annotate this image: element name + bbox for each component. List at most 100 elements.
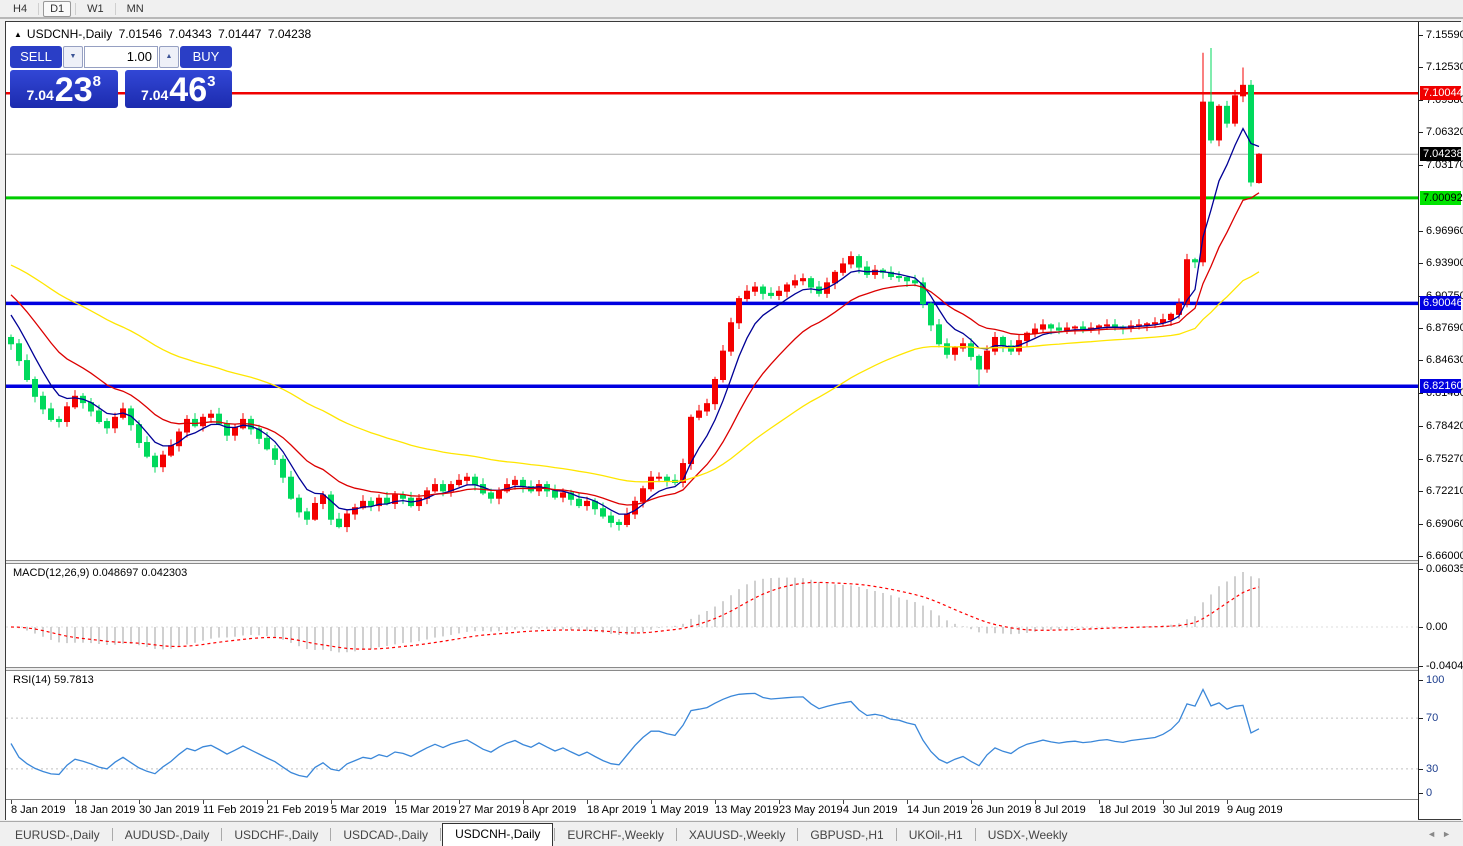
candle xyxy=(864,266,870,275)
chart-tab-usdcad-daily[interactable]: USDCAD-,Daily xyxy=(343,828,429,842)
candle xyxy=(664,476,670,481)
rsi-tick-label: 70 xyxy=(1426,712,1439,725)
rsi-label: RSI(14) 59.7813 xyxy=(13,674,94,686)
candle xyxy=(936,324,942,345)
date-label: 1 May 2019 xyxy=(651,804,709,816)
rsi-line xyxy=(10,688,1260,778)
panel-resize-handle-rsi[interactable] xyxy=(6,667,1460,671)
level-price-badge: 7.00092 xyxy=(1420,190,1463,205)
volume-increase-button[interactable]: ▲ xyxy=(159,46,179,68)
candle xyxy=(832,271,838,284)
date-tick-mark xyxy=(267,800,268,804)
chart-tab-usdx-weekly[interactable]: USDX-,Weekly xyxy=(987,828,1068,842)
candle xyxy=(944,343,950,355)
timeframe-button-d1[interactable]: D1 xyxy=(43,0,72,17)
chart-tab-audusd-daily[interactable]: AUDUSD-,Daily xyxy=(124,828,210,842)
candle xyxy=(912,280,918,284)
candle xyxy=(368,500,374,507)
candle xyxy=(688,416,694,465)
candle xyxy=(520,479,526,488)
axis-tick-mark xyxy=(1419,627,1423,628)
candlestick-chart-canvas[interactable] xyxy=(6,22,1418,560)
candle xyxy=(256,428,262,439)
date-label: 14 Jun 2019 xyxy=(907,804,968,816)
price-tick-label: 7.12530 xyxy=(1426,61,1463,74)
candle xyxy=(312,502,318,520)
candle xyxy=(1072,326,1078,329)
date-label: 8 Jan 2019 xyxy=(11,804,66,816)
date-tick-mark xyxy=(523,800,524,804)
candle xyxy=(768,292,774,296)
one-click-trade-panel: SELL ▼ 1.00 ▲ BUY 7.04 23 8 7.04 46 3 xyxy=(10,46,232,108)
candle xyxy=(792,280,798,286)
sell-button[interactable]: SELL xyxy=(10,46,62,68)
macd-panel[interactable]: MACD(12,26,9) 0.048697 0.042303 xyxy=(6,564,1418,667)
date-tick-mark xyxy=(587,800,588,804)
buy-price-box[interactable]: 7.04 46 3 xyxy=(124,70,232,108)
axis-tick-mark xyxy=(1419,100,1423,102)
candle xyxy=(648,476,654,490)
axis-tick-mark xyxy=(1419,523,1423,525)
chart-tab-usdcnh-daily[interactable]: USDCNH-,Daily xyxy=(442,823,554,846)
date-tick-mark xyxy=(715,800,716,804)
volume-input[interactable]: 1.00 xyxy=(84,46,158,68)
date-label: 15 Mar 2019 xyxy=(395,804,457,816)
panel-resize-handle-macd[interactable] xyxy=(6,560,1460,564)
tab-divider xyxy=(974,828,976,841)
candle xyxy=(32,378,38,397)
timeframe-toolbar: H4 D1 W1 MN xyxy=(0,0,1463,19)
candle xyxy=(1040,324,1046,330)
chart-tab-eurusd-daily[interactable]: EURUSD-,Daily xyxy=(15,828,100,842)
buy-price-big: 46 xyxy=(169,71,208,108)
timeframe-button-mn[interactable]: MN xyxy=(126,2,144,15)
price-tick-label: 6.69060 xyxy=(1426,517,1463,530)
date-tick-mark xyxy=(331,800,332,804)
sell-price-box[interactable]: 7.04 23 8 xyxy=(10,70,118,108)
rsi-panel[interactable]: RSI(14) 59.7813 xyxy=(6,671,1418,799)
candle xyxy=(320,494,326,504)
date-label: 11 Feb 2019 xyxy=(203,804,264,816)
main-chart-panel[interactable]: ▲ USDCNH-,Daily 7.01546 7.04343 7.01447 7… xyxy=(6,22,1418,560)
candle xyxy=(344,513,350,528)
macd-chart-canvas[interactable] xyxy=(6,564,1418,667)
candle xyxy=(808,278,814,288)
price-axis[interactable]: 7.155907.125307.093807.063207.031706.969… xyxy=(1418,22,1463,819)
candle xyxy=(16,343,22,362)
chart-tab-usdchf-daily[interactable]: USDCHF-,Daily xyxy=(234,828,319,842)
axis-tick-mark xyxy=(1419,230,1423,232)
rsi-chart-canvas[interactable] xyxy=(6,671,1418,799)
ohlc-low: 7.01447 xyxy=(218,27,262,41)
candle xyxy=(272,448,278,460)
axis-tick-mark xyxy=(1419,165,1423,167)
candle xyxy=(304,511,310,520)
macd-label: MACD(12,26,9) 0.048697 0.042303 xyxy=(13,567,188,579)
candle xyxy=(1240,84,1246,97)
candle xyxy=(24,360,30,380)
price-tick-label: 6.96960 xyxy=(1426,224,1463,237)
chart-tab-eurchf-weekly[interactable]: EURCHF-,Weekly xyxy=(567,828,664,842)
date-label: 4 Jun 2019 xyxy=(843,804,898,816)
tab-scroll-arrows[interactable]: ◄► xyxy=(1427,829,1457,839)
chart-tab-gbpusd-h1[interactable]: GBPUSD-,H1 xyxy=(810,828,884,842)
date-axis[interactable]: 8 Jan 2019 18 Jan 2019 30 Jan 2019 11 Feb 2… xyxy=(6,799,1418,820)
candle xyxy=(416,497,422,507)
candle xyxy=(336,518,342,528)
date-label: 8 Apr 2019 xyxy=(523,804,577,816)
tab-divider xyxy=(221,828,223,841)
candle xyxy=(840,263,846,273)
candle xyxy=(584,500,590,507)
sell-price-big: 23 xyxy=(54,71,93,108)
volume-decrease-button[interactable]: ▼ xyxy=(63,46,83,68)
chart-tab-xauusd-weekly[interactable]: XAUUSD-,Weekly xyxy=(688,828,786,842)
candle xyxy=(888,271,894,278)
timeframe-button-w1[interactable]: W1 xyxy=(87,2,104,15)
axis-tick-mark xyxy=(1419,665,1423,667)
candle xyxy=(160,454,166,468)
chart-symbol-label: USDCNH-,Daily xyxy=(26,27,113,41)
date-label: 9 Aug 2019 xyxy=(1227,804,1283,816)
chart-tab-ukoil-h1[interactable]: UKOil-,H1 xyxy=(908,828,963,842)
timeframe-button-h4[interactable]: H4 xyxy=(13,2,28,15)
candle xyxy=(976,355,982,370)
buy-button[interactable]: BUY xyxy=(180,46,232,68)
collapse-arrow-icon[interactable]: ▲ xyxy=(14,30,22,39)
